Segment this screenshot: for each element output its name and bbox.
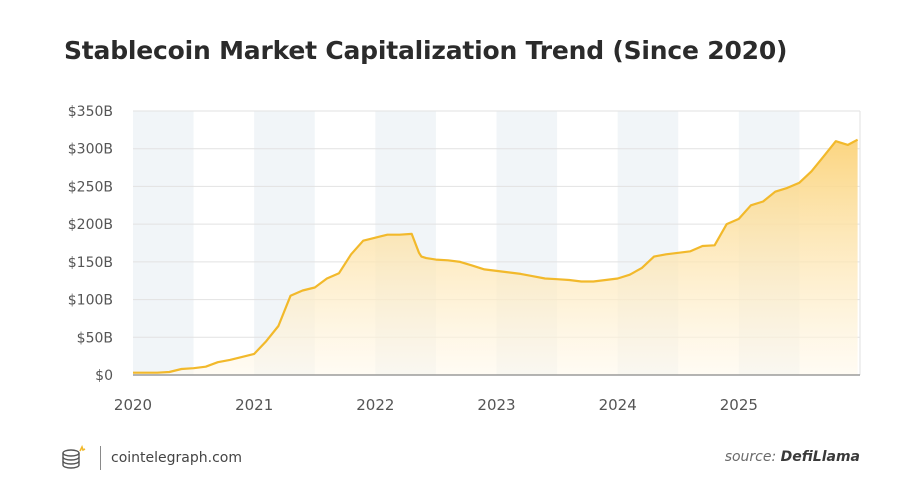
y-tick-label: $250B [68,179,113,195]
series-line [133,138,859,374]
x-axis-labels: 2020 2021 2022 2023 2024 2025 [114,396,758,414]
y-tick-label: $100B [68,293,113,309]
area-fill [133,139,858,375]
x-tick-label: 2021 [235,396,273,414]
x-tick-label: 2025 [720,396,758,414]
y-tick-label: $200B [68,217,113,233]
y-axis-labels: $0 $50B $100B $150B $200B $250B $300B $350B [68,104,113,384]
brand-separator [100,446,101,470]
brand: cointelegraph.com [60,444,242,472]
x-tick-label: 2024 [599,396,637,414]
source-prefix: source: [724,449,777,465]
period-band [133,111,194,375]
source-credit: source: DefiLlama [725,449,860,465]
x-tick-label: 2023 [477,396,515,414]
y-tick-label: $300B [68,142,113,158]
y-tick-label: $50B [77,330,113,346]
chart-title: Stablecoin Market Capitalization Trend (… [64,36,788,65]
x-tick-label: 2020 [114,396,152,414]
y-tick-label: $350B [68,104,113,120]
x-tick-label: 2022 [356,396,394,414]
y-tick-label: $150B [68,255,113,271]
source-name: DefiLlama [780,449,860,465]
y-tick-label: $0 [95,368,113,384]
coin-stack-icon [62,445,86,469]
brand-name[interactable]: cointelegraph.com [111,450,242,466]
